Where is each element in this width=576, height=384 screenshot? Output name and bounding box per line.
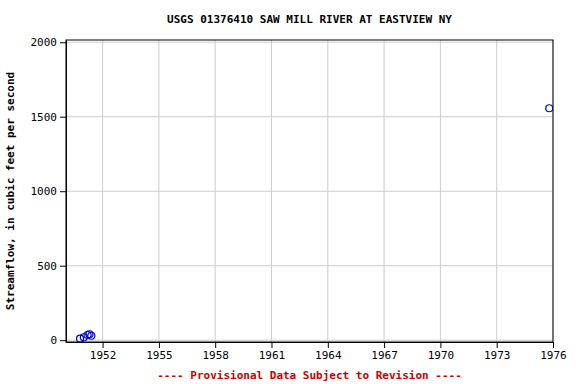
y-grid-line [66, 116, 553, 117]
title: USGS 01376410 SAW MILL RIVER AT EASTVIEW… [167, 13, 452, 26]
x-tick-mark [497, 342, 498, 348]
x-tick: 1976 [540, 342, 567, 362]
data-point [88, 332, 95, 339]
plot-frame [66, 40, 553, 342]
y-tick-mark [60, 42, 66, 43]
chart: 1952 1955 1958 1961 1964 1967 1970 1973 1976 0 500… [0, 0, 576, 384]
y-tick: 2000 [31, 36, 67, 49]
x-tick-label: 1955 [146, 349, 173, 362]
x-tick-mark [103, 342, 104, 348]
x-tick-label: 1961 [259, 349, 286, 362]
y-axis: 0 500 1000 1500 2000 [31, 36, 67, 347]
y-tick-mark [60, 340, 66, 341]
x-tick: 1961 [259, 342, 286, 362]
x-tick-mark [159, 342, 160, 348]
y-tick-label: 2000 [31, 36, 58, 49]
y-grid-line [66, 42, 553, 43]
y-axis-title: Streamflow, in cubic feet per second [4, 72, 17, 310]
y-tick-label: 0 [50, 334, 57, 347]
x-axis: 1952 1955 1958 1961 1964 1967 1970 1973 1976 [67, 342, 567, 362]
x-tick-mark [440, 342, 441, 348]
x-tick: 1967 [371, 342, 398, 362]
x-tick-label: 1952 [90, 349, 117, 362]
x-tick-mark [215, 342, 216, 348]
grid [66, 40, 553, 342]
y-tick: 0 [50, 334, 66, 347]
x-tick-label: 1967 [371, 349, 398, 362]
x-tick: 1958 [202, 342, 229, 362]
x-tick-label: 1970 [428, 349, 455, 362]
y-tick-mark [60, 191, 66, 192]
x-tick-label: 1973 [484, 349, 511, 362]
y-tick-mark [60, 266, 66, 267]
y-tick: 1000 [31, 185, 67, 198]
x-tick: 1970 [428, 342, 455, 362]
y-tick-label: 1500 [31, 111, 58, 124]
x-tick-mark [384, 342, 385, 348]
x-tick-label: 1958 [202, 349, 229, 362]
y-tick-label: 500 [37, 260, 57, 273]
points [77, 105, 553, 342]
x-tick: 1952 [90, 342, 117, 362]
y-tick-mark [60, 117, 66, 118]
x-tick-label: 1976 [540, 349, 567, 362]
y-tick-label: 1000 [31, 185, 58, 198]
y-tick: 1500 [31, 111, 67, 124]
x-tick: 1973 [484, 342, 511, 362]
data-point [546, 105, 553, 112]
y-grid-line [66, 265, 553, 266]
x-tick-label: 1964 [315, 349, 342, 362]
x-tick: 1964 [315, 342, 342, 362]
y-grid-line [66, 340, 553, 341]
x-tick-mark [553, 342, 554, 348]
x-axis-line [67, 342, 554, 343]
x-tick: 1955 [146, 342, 173, 362]
x-tick-mark [271, 342, 272, 348]
y-axis-line [66, 41, 67, 343]
y-tick: 500 [37, 260, 66, 273]
footer: ---- Provisional Data Subject to Revisio… [157, 369, 462, 382]
y-grid-line [66, 191, 553, 192]
x-tick-mark [328, 342, 329, 348]
